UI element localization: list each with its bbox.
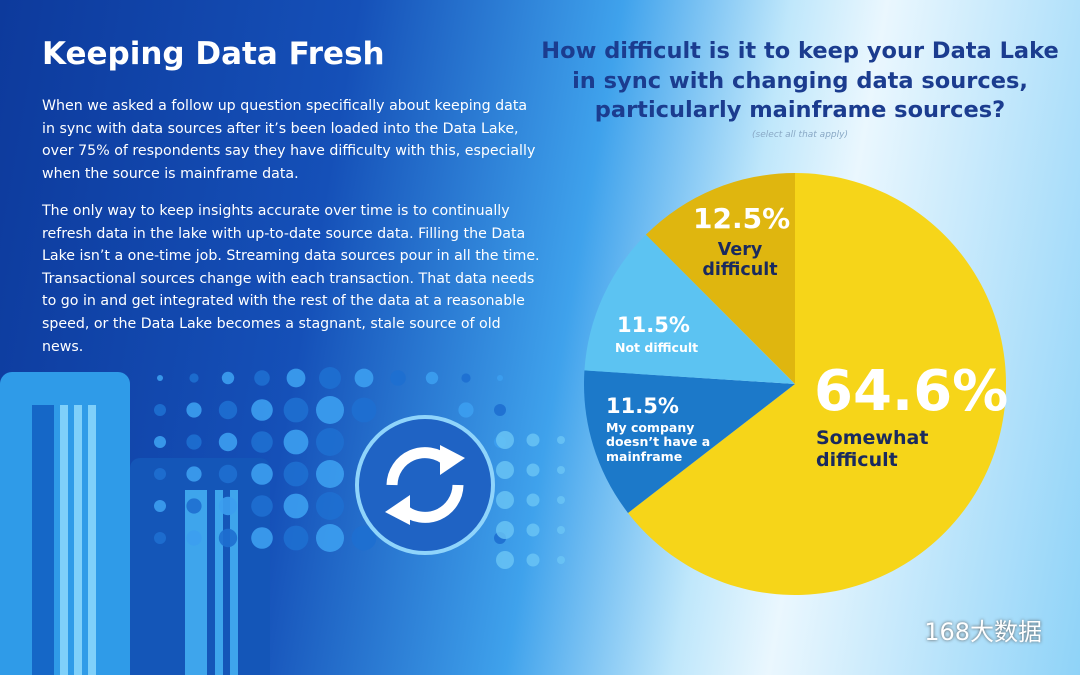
category-label: Very difficult [702,240,778,281]
deco-dot [557,556,565,564]
deco-bar [215,490,223,675]
heading: Keeping Data Fresh [42,36,385,72]
deco-dot [526,553,540,567]
value-label: 12.5% [693,202,791,235]
deco-dot [316,492,344,520]
deco-bar [88,405,96,675]
deco-dot [218,400,238,420]
deco-dot [557,436,565,444]
deco-dot [526,433,540,447]
deco-dot [251,431,273,453]
deco-dot [526,493,540,507]
value-label: 64.6% [814,359,1009,424]
chart-title: How difficult is it to keep your Data La… [541,38,1059,123]
deco-dot [496,551,514,569]
deco-dot [157,375,163,381]
deco-dot [351,397,377,423]
deco-dot [390,370,406,386]
deco-dot [154,436,166,448]
deco-dot [526,463,540,477]
deco-dot [251,463,273,485]
deco-dot [186,466,202,482]
deco-dot [283,493,309,519]
pie-slice [645,173,795,384]
deco-dot [218,432,238,452]
value-label: 11.5% [617,313,690,337]
category-label: My company doesn’t have a mainframe [606,420,711,464]
category-label: Somewhat difficult [816,427,929,471]
watermark: 168大数据 [924,618,1042,646]
deco-dot [316,428,344,456]
deco-dot [316,524,344,552]
deco-dot [496,491,514,509]
deco-dot [186,530,202,546]
deco-dot [218,528,238,548]
deco-dot [221,371,235,385]
deco-dot [251,527,273,549]
deco-dot [316,396,344,424]
paragraph: The only way to keep insights accurate o… [42,203,540,355]
deco-dot [286,368,306,388]
deco-dot [154,404,166,416]
refresh-arrow [399,484,464,523]
refresh-arrow [386,447,451,486]
paragraph: When we asked a follow up question speci… [42,98,536,182]
deco-bar [74,405,82,675]
deco-dot [283,397,309,423]
pie-slice [584,234,795,384]
deco-dot [458,402,474,418]
deco-dot [218,496,238,516]
deco-dot [461,373,471,383]
pie-slice [584,370,795,513]
deco-dot [557,496,565,504]
deco-dot [283,429,309,455]
deco-dot [557,526,565,534]
deco-dot [283,525,309,551]
deco-dot [351,525,377,551]
deco-dot [186,434,202,450]
deco-dot [189,373,199,383]
deco-dot [218,464,238,484]
deco-dot [251,399,273,421]
deco-dot [251,495,273,517]
deco-bar [230,490,238,675]
deco-bar [32,405,54,675]
deco-dot [425,371,439,385]
deco-dot [186,498,202,514]
deco-dot [497,375,503,381]
deco-dot [557,466,565,474]
deco-dot [494,404,506,416]
deco-dot [354,368,374,388]
chart-subtitle: (select all that apply) [752,130,848,140]
deco-dot [154,500,166,512]
pie-slice [627,173,1007,595]
deco-dot [526,523,540,537]
deco-dot [186,402,202,418]
deco-dot [496,461,514,479]
deco-dot [319,367,341,389]
deco-dot [254,370,270,386]
deco-dot [316,460,344,488]
deco-dot [283,461,309,487]
deco-dot [154,468,166,480]
deco-dot [496,521,514,539]
refresh-arrowhead [385,495,410,525]
refresh-arrowhead [440,445,465,475]
deco-dot [154,532,166,544]
deco-bar [60,405,68,675]
deco-dot [496,431,514,449]
value-label: 11.5% [606,394,679,418]
category-label: Not difficult [615,340,699,355]
refresh-icon-bg [355,415,495,555]
